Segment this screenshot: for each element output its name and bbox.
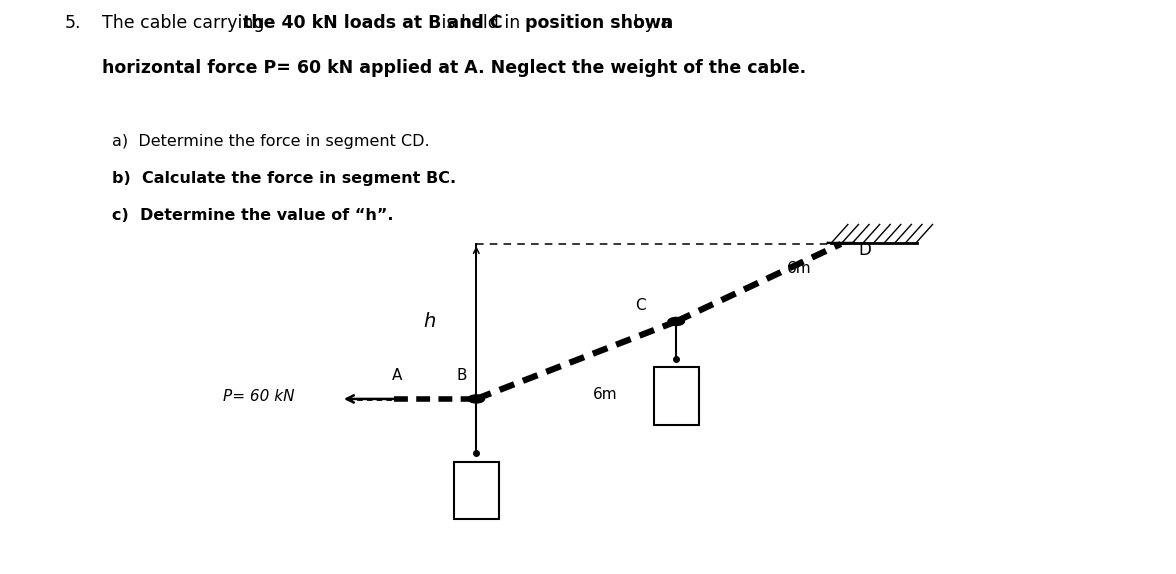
Text: by a: by a [628, 14, 671, 32]
Text: the 40 kN loads at B and C: the 40 kN loads at B and C [243, 14, 502, 32]
Circle shape [668, 317, 684, 325]
Text: 6m: 6m [788, 261, 811, 276]
Text: 6m: 6m [594, 387, 617, 402]
Text: c)  Determine the value of “h”.: c) Determine the value of “h”. [112, 208, 393, 223]
Text: P= 60 kN: P= 60 kN [223, 389, 295, 404]
Circle shape [468, 395, 485, 403]
Text: a)  Determine the force in segment CD.: a) Determine the force in segment CD. [112, 134, 429, 149]
Text: position shown: position shown [524, 14, 673, 32]
Text: D: D [858, 241, 870, 259]
Text: h: h [423, 312, 435, 331]
Text: A: A [393, 368, 402, 383]
Text: The cable carrying: The cable carrying [102, 14, 270, 32]
Bar [454, 462, 499, 519]
Bar [654, 367, 699, 425]
Text: b)  Calculate the force in segment BC.: b) Calculate the force in segment BC. [112, 171, 456, 186]
Text: B: B [457, 368, 467, 383]
Text: is held in: is held in [435, 14, 526, 32]
Text: C: C [635, 298, 647, 313]
Text: horizontal force P= 60 kN applied at A. Neglect the weight of the cable.: horizontal force P= 60 kN applied at A. … [102, 59, 807, 77]
Text: 5.: 5. [65, 14, 81, 32]
